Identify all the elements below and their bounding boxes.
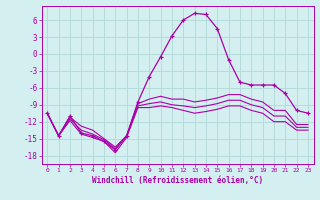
X-axis label: Windchill (Refroidissement éolien,°C): Windchill (Refroidissement éolien,°C) <box>92 176 263 185</box>
